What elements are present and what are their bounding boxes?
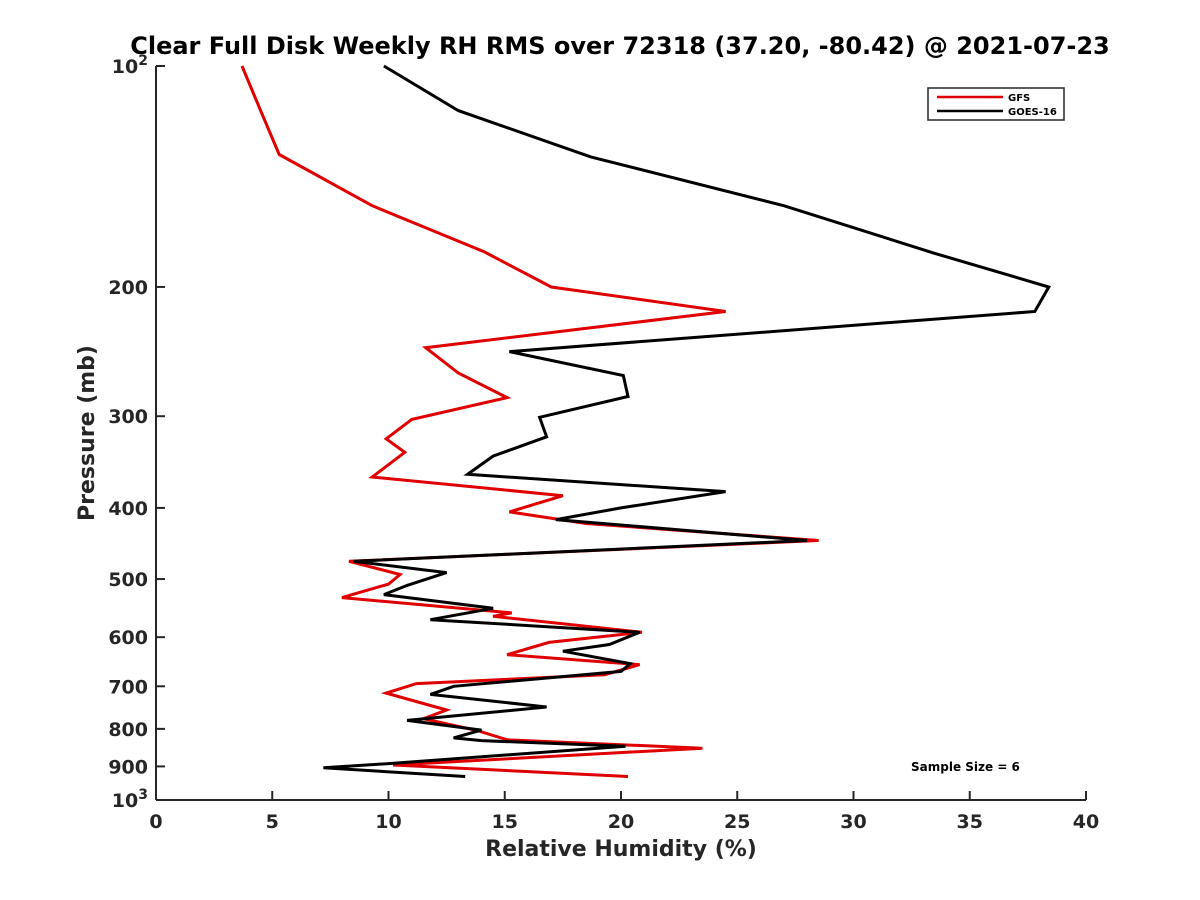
legend-label-gfs: GFS	[1008, 93, 1030, 104]
y-tick-label: 300	[108, 406, 148, 428]
y-tick-label: 600	[108, 627, 148, 649]
sample-size-annotation: Sample Size = 6	[911, 760, 1020, 774]
y-tick-label: 400	[108, 498, 148, 520]
x-tick-label: 30	[840, 811, 866, 833]
x-tick-label: 35	[957, 811, 983, 833]
y-tick-label: 800	[108, 719, 148, 741]
y-tick-label: 500	[108, 569, 148, 591]
y-tick-label: 103	[112, 787, 148, 812]
x-tick-label: 15	[492, 811, 518, 833]
x-axis-label: Relative Humidity (%)	[485, 837, 757, 862]
y-axis-label: Pressure (mb)	[75, 345, 100, 521]
legend: GFS GOES-16	[927, 87, 1065, 121]
x-tick-label: 40	[1073, 811, 1099, 833]
chart-title: Clear Full Disk Weekly RH RMS over 72318…	[130, 32, 1110, 60]
series-layer	[240, 64, 1052, 778]
x-tick-label: 20	[608, 811, 634, 833]
series-line-gfs	[240, 65, 819, 778]
y-tick-label: 102	[112, 53, 148, 78]
y-axis-ticks: 102 200 300 400 500 600 700 800 900 103	[108, 53, 165, 812]
x-tick-label: 5	[266, 811, 279, 833]
x-axis-ticks: 0 5 10 15 20 25 30 35 40	[149, 791, 1099, 833]
plot-area: 0 5 10 15 20 25 30 35 40 102 200 300 400 500 600 700 80…	[108, 53, 1099, 833]
x-tick-label: 0	[149, 811, 162, 833]
legend-box	[927, 87, 1065, 121]
x-tick-label: 10	[375, 811, 401, 833]
series-line-goes16	[323, 64, 1052, 778]
legend-label-goes16: GOES-16	[1008, 107, 1057, 118]
x-tick-label: 25	[724, 811, 750, 833]
y-tick-label: 900	[108, 756, 148, 778]
y-tick-label: 200	[108, 277, 148, 299]
y-tick-label: 700	[108, 676, 148, 698]
